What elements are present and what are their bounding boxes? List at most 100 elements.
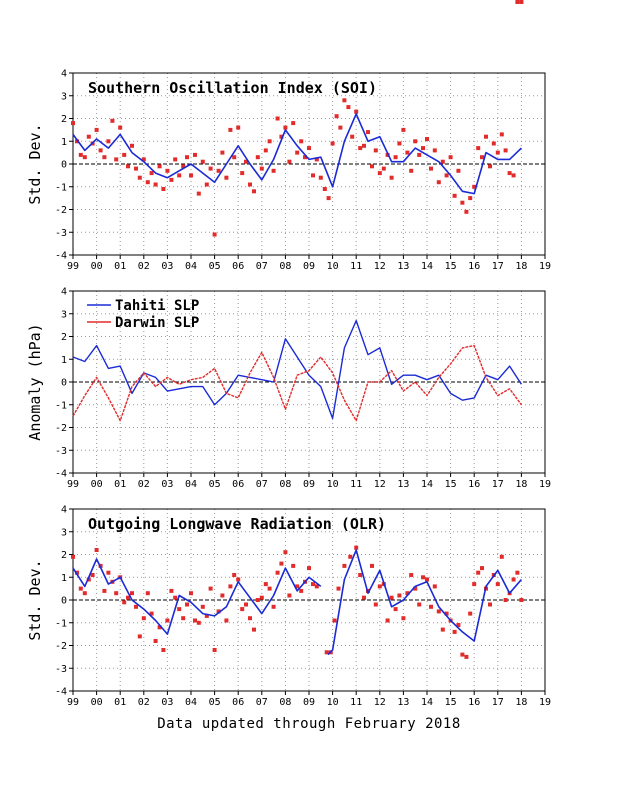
monthly-data-point	[456, 168, 461, 173]
monthly-data-point	[377, 171, 382, 176]
monthly-data-point	[204, 613, 209, 618]
legend-label: Tahiti SLP	[115, 298, 199, 314]
x-tick-label: 03	[161, 261, 173, 272]
monthly-data-point	[291, 121, 296, 126]
monthly-data-point	[137, 175, 142, 180]
monthly-data-point	[165, 618, 170, 623]
monthly-data-point	[389, 175, 394, 180]
x-tick-label: 10	[327, 697, 339, 708]
monthly-data-point	[169, 177, 174, 182]
x-tick-label: 11	[350, 697, 362, 708]
x-tick-label: 16	[468, 261, 480, 272]
monthly-data-point	[397, 593, 402, 598]
x-tick-label: 03	[161, 697, 173, 708]
monthly-data-point	[106, 570, 111, 575]
monthly-data-point	[456, 623, 461, 627]
monthly-data-point	[354, 545, 359, 550]
monthly-data-point	[244, 602, 248, 607]
monthly-data-point	[436, 180, 441, 185]
monthly-data-point	[330, 141, 335, 146]
darwin-slp-line	[72, 344, 522, 422]
monthly-data-point	[417, 602, 422, 607]
monthly-data-point	[373, 602, 378, 607]
monthly-data-point	[405, 150, 410, 155]
monthly-data-point	[283, 125, 288, 130]
monthly-data-point	[291, 563, 296, 568]
monthly-data-point	[153, 182, 158, 187]
monthly-data-point	[185, 602, 189, 607]
monthly-data-point	[452, 193, 457, 198]
x-tick-label: 12	[374, 697, 386, 708]
monthly-data-point	[440, 627, 445, 632]
monthly-data-point	[472, 184, 477, 189]
x-tick-label: 08	[279, 697, 291, 708]
x-tick-label: 16	[468, 479, 480, 490]
legend-label: Darwin SLP	[115, 315, 199, 331]
x-tick-label: 01	[114, 479, 126, 490]
x-tick-label: 09	[303, 261, 315, 272]
monthly-data-point	[118, 125, 123, 130]
monthly-data-point	[263, 148, 268, 153]
monthly-data-point	[94, 127, 99, 132]
y-tick-label: 2	[61, 550, 67, 561]
y-axis-label: Anomaly (hPa)	[26, 323, 44, 440]
x-tick-label: 99	[67, 697, 79, 708]
y-tick-label: 4	[61, 287, 67, 298]
x-tick-label: 14	[421, 479, 433, 490]
monthly-data-point	[157, 625, 162, 630]
y-tick-label: 3	[61, 527, 67, 538]
monthly-data-point	[303, 155, 307, 160]
monthly-data-point	[413, 139, 418, 144]
x-tick-label: 12	[374, 261, 386, 272]
monthly-data-point	[236, 125, 241, 130]
monthly-data-point	[98, 148, 103, 153]
monthly-data-point	[82, 155, 87, 160]
monthly-data-point	[212, 648, 217, 652]
monthly-data-point	[86, 134, 91, 139]
monthly-data-point	[318, 175, 323, 180]
monthly-data-point	[240, 607, 245, 612]
monthly-data-point	[78, 152, 83, 157]
monthly-data-point	[189, 591, 193, 596]
monthly-data-point	[279, 561, 284, 566]
monthly-data-point	[220, 150, 225, 155]
x-tick-label: 07	[256, 697, 268, 708]
monthly-data-point	[259, 595, 264, 600]
monthly-data-point	[196, 191, 201, 196]
y-axis-label: Std. Dev.	[26, 123, 44, 204]
x-tick-label: 02	[138, 261, 150, 272]
monthly-data-point	[464, 654, 469, 659]
monthly-data-point	[161, 648, 166, 652]
monthly-data-point	[252, 627, 256, 632]
monthly-data-point	[169, 588, 174, 593]
monthly-data-point	[444, 173, 449, 178]
monthly-data-point	[220, 593, 225, 598]
monthly-data-point	[336, 586, 341, 591]
monthly-data-point	[267, 586, 272, 591]
monthly-data-point	[460, 652, 465, 657]
monthly-data-point	[460, 200, 465, 205]
monthly-data-point	[405, 591, 410, 596]
monthly-data-point	[94, 548, 99, 552]
monthly-data-point	[259, 166, 264, 171]
monthly-data-point	[476, 146, 481, 151]
x-tick-label: 01	[114, 261, 126, 272]
monthly-data-point	[271, 168, 276, 173]
monthly-data-point	[381, 166, 386, 171]
x-tick-label: 19	[539, 697, 551, 708]
monthly-data-point	[137, 634, 142, 639]
chart-title: Outgoing Longwave Radiation (OLR)	[88, 515, 386, 533]
x-tick-label: 99	[67, 261, 79, 272]
x-tick-label: 13	[397, 261, 409, 272]
monthly-data-point	[149, 611, 154, 616]
monthly-data-point	[153, 639, 158, 643]
monthly-data-point	[436, 609, 441, 614]
monthly-data-point	[181, 164, 186, 169]
monthly-data-point	[228, 127, 233, 132]
y-tick-label: -4	[55, 469, 67, 480]
monthly-data-point	[106, 139, 111, 144]
monthly-data-point	[409, 168, 414, 173]
monthly-data-point	[515, 0, 520, 4]
monthly-data-point	[515, 570, 520, 575]
